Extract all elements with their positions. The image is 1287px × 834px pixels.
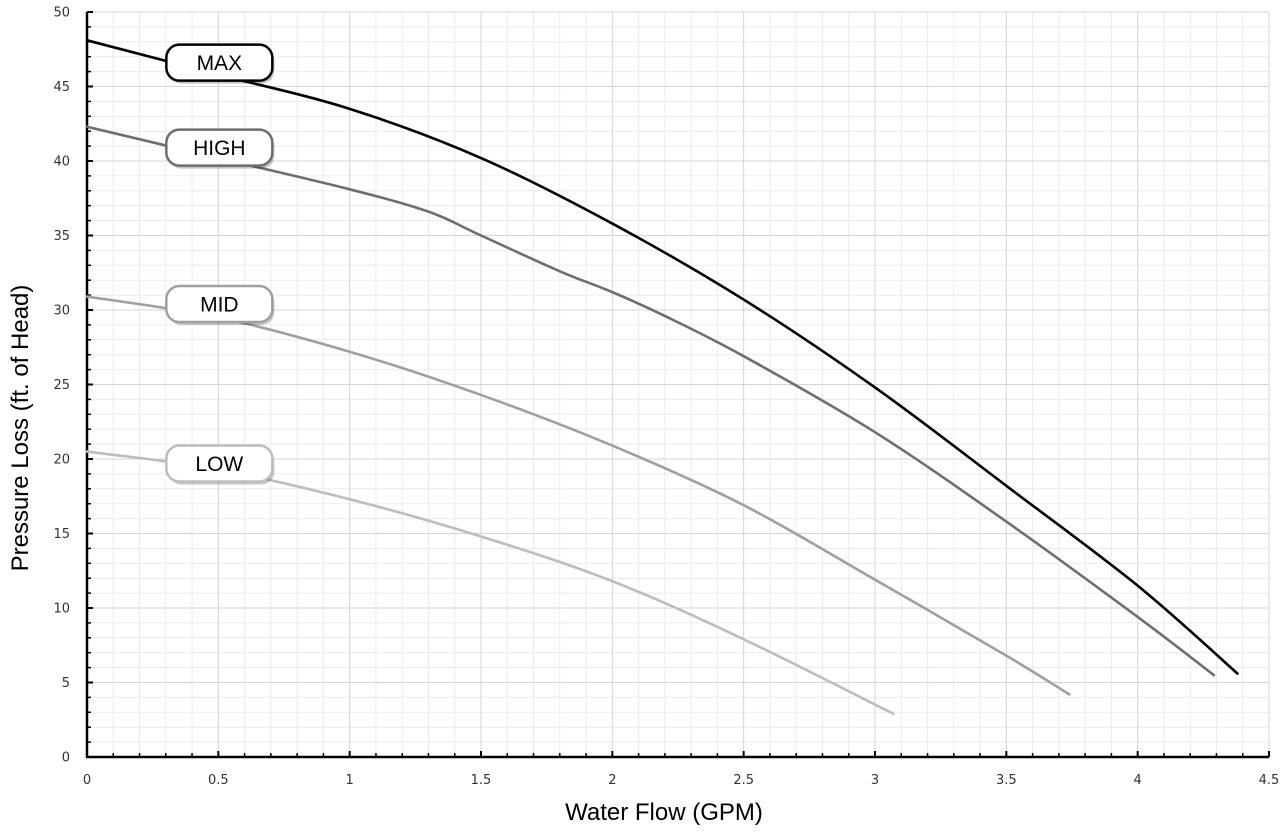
x-tick-label: 2.5	[733, 773, 754, 788]
y-tick-label: 50	[53, 6, 70, 21]
x-tick-label: 2	[608, 773, 616, 788]
x-tick-label: 3	[871, 773, 879, 788]
series-labels: MAX HIGH MID LOW	[165, 43, 275, 485]
label-text: LOW	[195, 453, 243, 476]
y-tick-label: 20	[53, 453, 70, 468]
y-tick-label: 5	[62, 676, 70, 691]
y-tick-label: 35	[53, 229, 70, 244]
y-tick-label: 25	[53, 378, 70, 393]
y-tick-label: 15	[53, 527, 70, 542]
major-grid	[87, 11, 1270, 757]
axes	[85, 11, 1270, 759]
series-label-low: LOW	[165, 444, 275, 485]
x-tick-label: 4	[1134, 773, 1142, 788]
x-axis-title: Water Flow (GPM)	[565, 799, 763, 826]
x-tick-label: 0	[83, 773, 91, 788]
series-label-mid: MID	[165, 284, 275, 326]
series-line-mid	[85, 295, 1071, 696]
series-line-max	[85, 39, 1239, 675]
label-box	[165, 284, 274, 324]
x-tick-label: 1	[346, 773, 354, 788]
y-tick-label: 45	[53, 80, 70, 95]
y-tick-label: 10	[53, 602, 70, 617]
y-axis-title: Pressure Loss (ft. of Head)	[7, 285, 34, 572]
label-text: MID	[200, 294, 239, 317]
y-tick-label: 0	[62, 751, 70, 766]
y-tick-label: 30	[53, 304, 70, 319]
label-box	[165, 444, 274, 483]
y-tick-label: 40	[53, 155, 70, 170]
y-axis-ticks: 0 5 10 15 20 25 30 35 40 45 50	[53, 6, 70, 766]
x-tick-label: 1.5	[471, 773, 492, 788]
x-tick-label: 4.5	[1259, 773, 1280, 788]
series-line-low	[85, 450, 895, 716]
x-axis-ticks: 0 0.5 1 1.5 2 2.5 3 3.5 4 4.5	[83, 773, 1279, 788]
x-tick-label: 0.5	[208, 773, 229, 788]
label-text: HIGH	[193, 137, 246, 160]
x-tick-label: 3.5	[996, 773, 1017, 788]
series-line-high	[85, 125, 1216, 677]
label-box	[165, 43, 274, 82]
series-label-max: MAX	[165, 43, 275, 84]
series-label-high: HIGH	[165, 128, 275, 169]
label-text: MAX	[197, 52, 243, 75]
label-box	[165, 128, 274, 167]
